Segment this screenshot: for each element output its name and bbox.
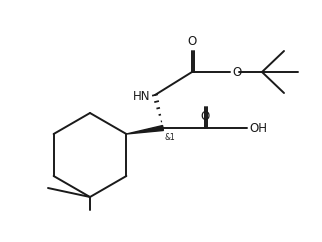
Text: HN: HN	[132, 90, 150, 103]
Text: O: O	[232, 66, 241, 78]
Text: O: O	[187, 35, 197, 48]
Text: O: O	[200, 110, 210, 123]
Text: OH: OH	[249, 121, 267, 135]
Text: &1: &1	[165, 133, 176, 142]
Polygon shape	[126, 126, 163, 134]
